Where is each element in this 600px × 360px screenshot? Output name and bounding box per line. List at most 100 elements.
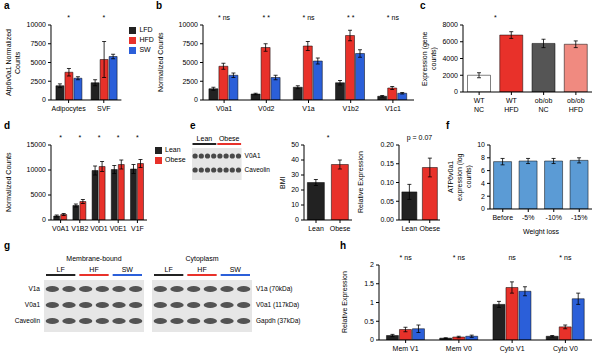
html-text:HFD: HFD — [139, 36, 154, 43]
html-text:* ns: * ns — [302, 14, 315, 21]
svg-text:Caveolin: Caveolin — [15, 317, 41, 324]
svg-text:0.00: 0.00 — [380, 216, 394, 223]
svg-text:Adipocytes: Adipocytes — [52, 105, 87, 113]
svg-text:Cyto V0: Cyto V0 — [553, 345, 578, 353]
svg-text:0.5: 0.5 — [364, 318, 374, 325]
html-text:Expression (gene counts): Expression (gene counts) — [421, 31, 437, 86]
svg-text:7500: 7500 — [30, 40, 46, 47]
html-text:d: d — [4, 120, 11, 131]
svg-text:0: 0 — [194, 96, 198, 103]
svg-text:Mem V1: Mem V1 — [393, 345, 419, 352]
svg-text:Caveolin: Caveolin — [245, 166, 271, 173]
svg-text:HF: HF — [197, 266, 206, 273]
svg-text:2500: 2500 — [182, 78, 198, 85]
svg-text:5000: 5000 — [30, 191, 46, 198]
svg-text:WTHFD: WTHFD — [504, 97, 518, 113]
html-text:Normalized Counts: Normalized Counts — [157, 32, 164, 93]
svg-text:LF: LF — [57, 266, 65, 273]
svg-text:0: 0 — [481, 205, 485, 212]
svg-text:Lean: Lean — [401, 225, 417, 232]
svg-text:10: 10 — [477, 141, 485, 148]
svg-text:2: 2 — [481, 193, 485, 200]
svg-text:0: 0 — [370, 336, 374, 343]
svg-text:8: 8 — [481, 154, 485, 161]
svg-text:HF: HF — [89, 266, 98, 273]
svg-text:6000: 6000 — [442, 38, 458, 45]
svg-text:Cyto V1: Cyto V1 — [500, 345, 525, 353]
html-text:* ns: * ns — [218, 14, 231, 21]
svg-text:V0a1: V0a1 — [216, 105, 232, 112]
svg-text:V1a: V1a — [302, 105, 315, 112]
svg-text:-15%: -15% — [571, 214, 587, 221]
svg-text:Obese: Obese — [219, 135, 240, 142]
svg-text:50: 50 — [291, 141, 299, 148]
svg-text:20: 20 — [291, 186, 299, 193]
svg-text:0.15: 0.15 — [380, 160, 394, 167]
svg-text:0: 0 — [295, 216, 299, 223]
svg-text:Lean: Lean — [308, 225, 324, 232]
svg-text:15000: 15000 — [27, 141, 47, 148]
html-text:LFD: LFD — [139, 26, 153, 33]
svg-text:8000: 8000 — [442, 21, 458, 28]
svg-text:5000: 5000 — [182, 59, 198, 66]
svg-text:V1F: V1F — [131, 225, 144, 232]
html-text:Atp6v0a1 Normalized Counts: Atp6v0a1 Normalized Counts — [5, 29, 21, 96]
svg-text:0.20: 0.20 — [380, 141, 394, 148]
svg-text:5000: 5000 — [30, 59, 46, 66]
svg-text:V0D1: V0D1 — [90, 225, 108, 232]
svg-text:2: 2 — [370, 261, 374, 268]
svg-text:30: 30 — [291, 171, 299, 178]
svg-text:10: 10 — [291, 201, 299, 208]
svg-text:V0E1: V0E1 — [110, 225, 127, 232]
svg-text:Obese: Obese — [330, 225, 351, 232]
svg-text:1.5: 1.5 — [364, 280, 374, 287]
svg-text:7500: 7500 — [182, 40, 198, 47]
svg-text:Obese: Obese — [419, 225, 440, 232]
svg-text:V0A1: V0A1 — [52, 225, 69, 232]
svg-text:V0d2: V0d2 — [258, 105, 274, 112]
svg-text:0: 0 — [454, 88, 458, 95]
svg-text:0.10: 0.10 — [380, 179, 394, 186]
svg-text:ob/obHFD: ob/obHFD — [567, 97, 585, 113]
svg-text:-5%: -5% — [522, 214, 534, 221]
svg-text:10000: 10000 — [179, 21, 199, 28]
html-text:* ns: * ns — [386, 14, 399, 21]
svg-text:4: 4 — [481, 180, 485, 187]
svg-text:1: 1 — [370, 299, 374, 306]
html-text:ATP6v0a1 expression (log count: ATP6v0a1 expression (log counts) — [447, 153, 472, 201]
html-text:Normalized Counts: Normalized Counts — [5, 152, 12, 213]
svg-text:6: 6 — [481, 167, 485, 174]
svg-text:40: 40 — [291, 156, 299, 163]
svg-text:SVF: SVF — [97, 105, 111, 112]
svg-text:-10%: -10% — [546, 214, 562, 221]
svg-text:Membrane-bound: Membrane-bound — [66, 255, 121, 262]
svg-text:0: 0 — [42, 96, 46, 103]
svg-text:2500: 2500 — [30, 78, 46, 85]
svg-text:0.05: 0.05 — [380, 198, 394, 205]
svg-text:0: 0 — [42, 216, 46, 223]
svg-text:V1a: V1a — [28, 285, 40, 292]
svg-text:ob/obNC: ob/obNC — [535, 97, 553, 113]
svg-text:V1b2: V1b2 — [343, 105, 359, 112]
svg-text:V0a1 (117kDa): V0a1 (117kDa) — [256, 301, 299, 309]
svg-text:Cytoplasm: Cytoplasm — [185, 255, 218, 263]
svg-text:V1a (70kDa): V1a (70kDa) — [256, 285, 293, 293]
svg-text:Mem V0: Mem V0 — [446, 345, 472, 352]
html-text:SW: SW — [139, 46, 151, 53]
svg-text:V0A1: V0A1 — [245, 152, 261, 159]
svg-text:Gapdh (37kDa): Gapdh (37kDa) — [256, 317, 300, 325]
svg-text:V1B2: V1B2 — [71, 225, 88, 232]
svg-text:SW: SW — [122, 266, 134, 273]
svg-text:V1c1: V1c1 — [385, 105, 401, 112]
svg-text:Before: Before — [492, 214, 513, 221]
svg-text:10000: 10000 — [27, 166, 47, 173]
svg-text:LF: LF — [165, 266, 173, 273]
svg-text:Lean: Lean — [197, 135, 213, 142]
svg-text:V0a1: V0a1 — [25, 301, 41, 308]
svg-text:10000: 10000 — [27, 21, 47, 28]
html-text:b: b — [156, 0, 163, 11]
svg-text:4000: 4000 — [442, 55, 458, 62]
svg-text:WTNC: WTNC — [474, 97, 486, 113]
svg-text:2000: 2000 — [442, 72, 458, 79]
svg-text:SW: SW — [230, 266, 242, 273]
